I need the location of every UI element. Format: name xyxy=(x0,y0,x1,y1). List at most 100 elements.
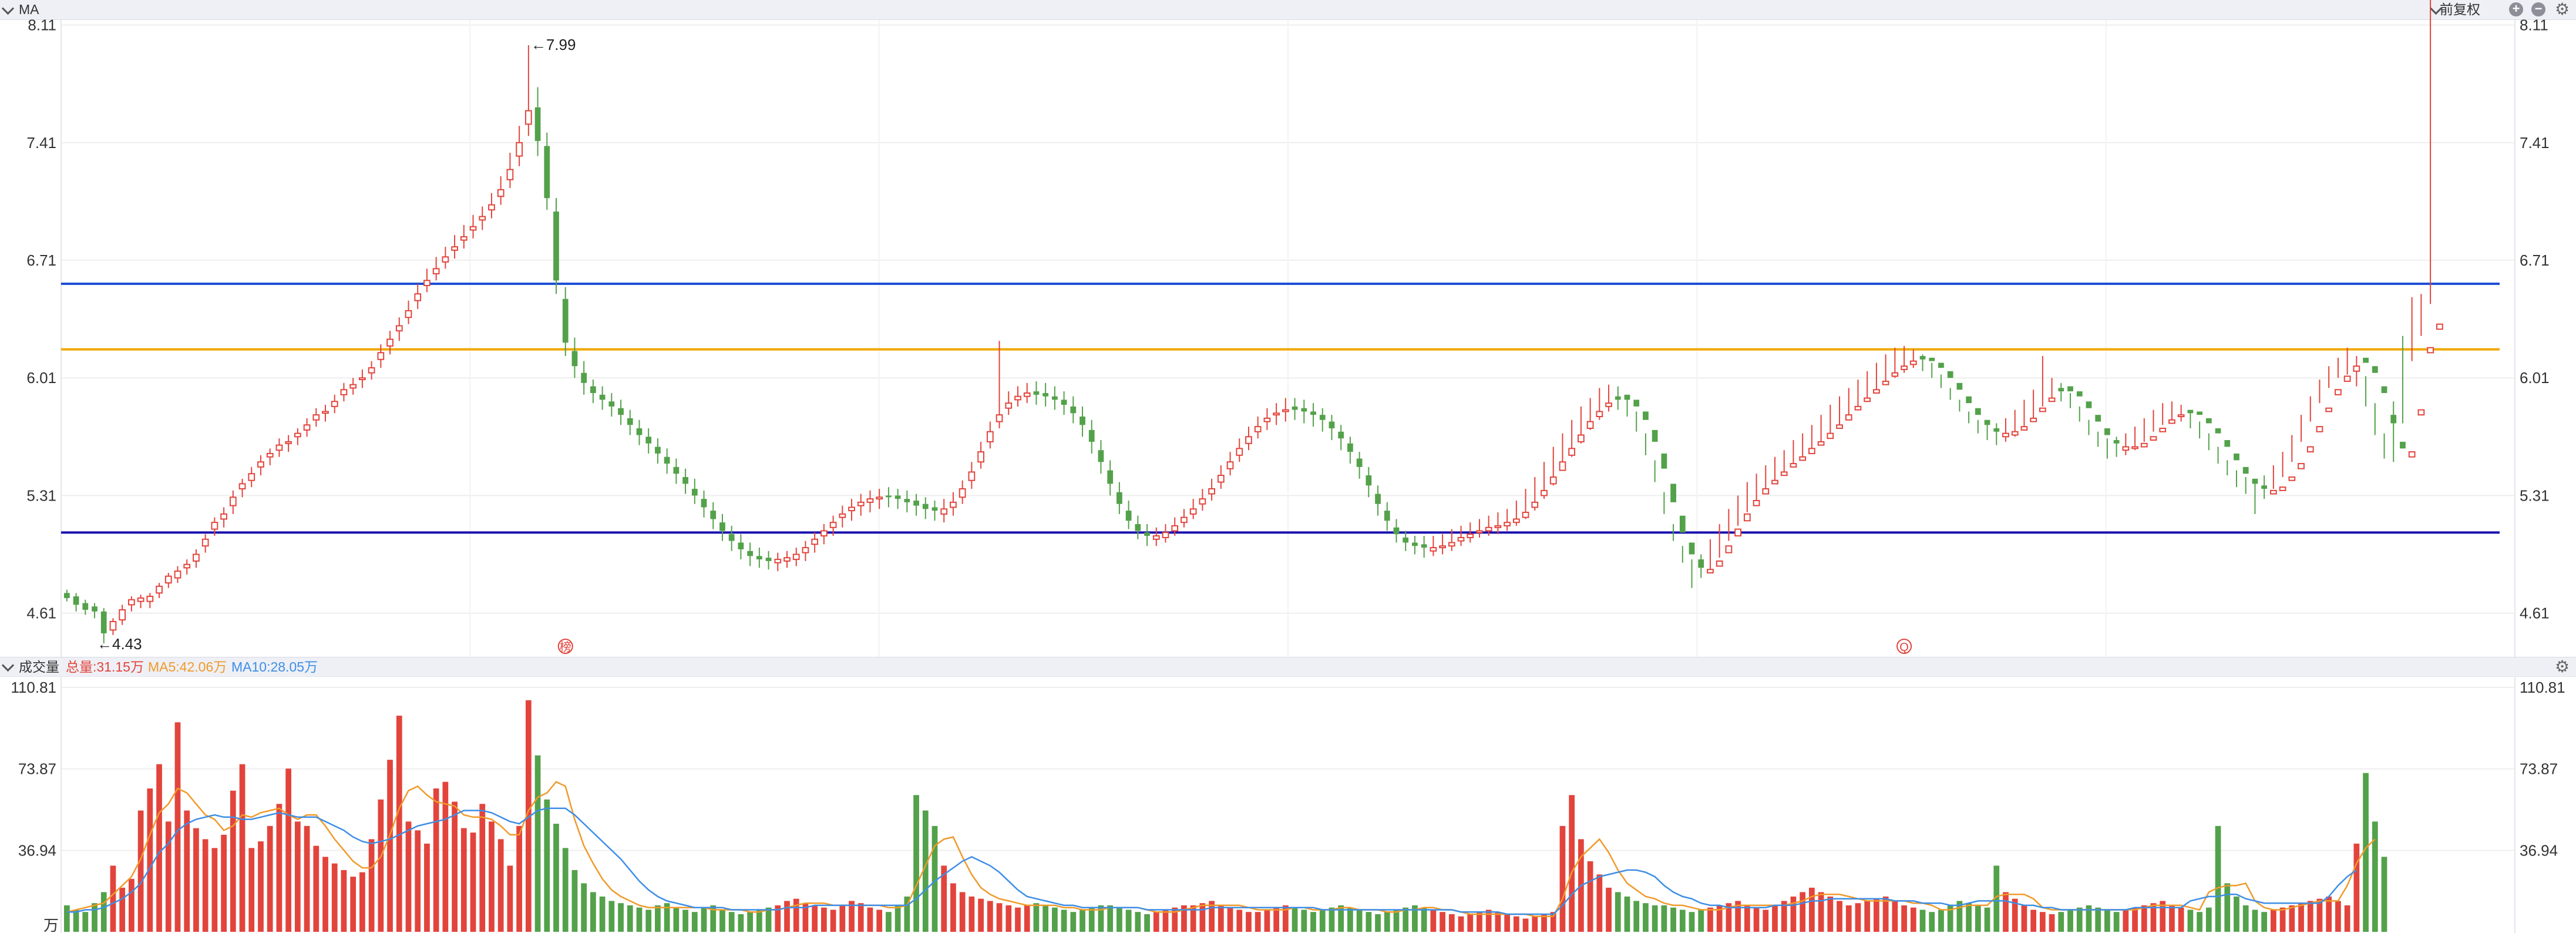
volume-bar[interactable] xyxy=(1338,905,1344,932)
volume-bar[interactable] xyxy=(1292,907,1298,932)
volume-bar[interactable] xyxy=(405,821,412,932)
volume-bar[interactable] xyxy=(1532,916,1538,932)
volume-bar[interactable] xyxy=(368,839,375,932)
volume-bar[interactable] xyxy=(2326,896,2332,932)
candle-body[interactable] xyxy=(2168,419,2175,424)
volume-bar[interactable] xyxy=(894,905,901,932)
candle-body[interactable] xyxy=(1882,380,1889,385)
candle-body[interactable] xyxy=(1282,409,1289,412)
candle-body[interactable] xyxy=(664,457,670,464)
candle-body[interactable] xyxy=(1273,412,1280,416)
candle-body[interactable] xyxy=(1568,448,1576,456)
volume-bar[interactable] xyxy=(793,898,799,932)
volume-bar[interactable] xyxy=(544,799,550,932)
candle-body[interactable] xyxy=(590,386,596,393)
volume-bar[interactable] xyxy=(931,825,938,932)
volume-bar[interactable] xyxy=(1310,912,1316,932)
candle-body[interactable] xyxy=(1181,516,1188,523)
candle-body[interactable] xyxy=(581,372,587,383)
candle-body[interactable] xyxy=(2048,397,2056,402)
candle-body[interactable] xyxy=(2427,347,2434,354)
candle-body[interactable] xyxy=(2076,391,2083,397)
volume-bar[interactable] xyxy=(1827,896,1834,932)
volume-bar[interactable] xyxy=(2012,898,2018,932)
volume-bar[interactable] xyxy=(627,905,633,932)
volume-bar[interactable] xyxy=(1624,896,1630,932)
volume-bar[interactable] xyxy=(1485,909,1492,932)
candle-body[interactable] xyxy=(2400,441,2406,449)
candle-body[interactable] xyxy=(164,575,172,584)
candle-body[interactable] xyxy=(792,553,800,561)
candle-body[interactable] xyxy=(1494,525,1502,528)
volume-bar[interactable] xyxy=(1679,909,1686,932)
volume-bar[interactable] xyxy=(2234,896,2239,932)
candle-body[interactable] xyxy=(1780,471,1788,476)
candle-body[interactable] xyxy=(1292,406,1298,410)
volume-bar[interactable] xyxy=(968,896,975,932)
candle-body[interactable] xyxy=(1162,532,1169,538)
candle-body[interactable] xyxy=(2353,365,2360,372)
volume-bar[interactable] xyxy=(1735,901,1741,932)
volume-bar[interactable] xyxy=(1615,892,1621,932)
candle-body[interactable] xyxy=(349,384,357,389)
volume-bar[interactable] xyxy=(165,821,171,932)
candle-body[interactable] xyxy=(876,496,883,500)
candle-body[interactable] xyxy=(174,570,181,579)
candle-body[interactable] xyxy=(2039,407,2046,412)
candle-body[interactable] xyxy=(1559,461,1566,471)
volume-bar[interactable] xyxy=(110,865,116,932)
candle-body[interactable] xyxy=(2150,436,2157,441)
volume-bar[interactable] xyxy=(978,898,984,932)
candle-body[interactable] xyxy=(950,501,957,508)
candle-body[interactable] xyxy=(1689,542,1695,555)
volume-bar[interactable] xyxy=(996,903,1003,932)
candle-body[interactable] xyxy=(848,506,855,512)
candle-body[interactable] xyxy=(183,563,191,569)
candle-body[interactable] xyxy=(996,414,1003,422)
volume-bar[interactable] xyxy=(1633,901,1640,932)
candle-body[interactable] xyxy=(1088,429,1095,442)
candle-body[interactable] xyxy=(1873,389,1880,394)
volume-bar[interactable] xyxy=(1495,912,1501,932)
gear-icon[interactable]: ⚙ xyxy=(2555,657,2570,676)
candle-body[interactable] xyxy=(2011,431,2019,436)
volume-bar[interactable] xyxy=(1375,914,1381,932)
candle-body[interactable] xyxy=(1947,371,1953,378)
candle-body[interactable] xyxy=(2095,415,2101,422)
volume-bar[interactable] xyxy=(442,781,449,932)
candle-body[interactable] xyxy=(1725,545,1733,553)
volume-bar[interactable] xyxy=(424,843,430,932)
volume-bar[interactable] xyxy=(1024,905,1030,932)
volume-bar[interactable] xyxy=(2316,898,2323,932)
volume-bar[interactable] xyxy=(812,905,818,932)
volume-bar[interactable] xyxy=(2279,907,2286,932)
candle-body[interactable] xyxy=(1485,526,1492,532)
volume-bar[interactable] xyxy=(1837,901,1842,932)
volume-bar[interactable] xyxy=(1209,901,1215,932)
volume-bar[interactable] xyxy=(1070,912,1077,932)
volume-bar[interactable] xyxy=(1356,909,1363,932)
volume-bar[interactable] xyxy=(1882,896,1889,932)
candle-body[interactable] xyxy=(275,444,283,451)
volume-bar[interactable] xyxy=(193,828,199,932)
volume-bar[interactable] xyxy=(2372,821,2378,932)
volume-bar[interactable] xyxy=(1596,874,1603,932)
candle-body[interactable] xyxy=(331,401,338,407)
volume-bar[interactable] xyxy=(73,909,79,932)
volume-bar[interactable] xyxy=(2261,912,2268,932)
volume-bar[interactable] xyxy=(1448,914,1455,932)
candle-body[interactable] xyxy=(1771,479,1778,485)
volume-bar[interactable] xyxy=(1273,907,1280,932)
candle-body[interactable] xyxy=(1347,443,1353,452)
volume-bar[interactable] xyxy=(922,810,929,932)
volume-bar[interactable] xyxy=(1818,892,1824,932)
volume-bar[interactable] xyxy=(378,799,384,932)
candle-body[interactable] xyxy=(2067,386,2073,392)
candle-body[interactable] xyxy=(1412,542,1418,546)
candle-body[interactable] xyxy=(1310,411,1316,415)
candle-body[interactable] xyxy=(1023,392,1031,397)
candle-body[interactable] xyxy=(229,496,237,506)
candle-body[interactable] xyxy=(534,107,541,141)
volume-bar[interactable] xyxy=(941,865,947,932)
candle-body[interactable] xyxy=(1254,426,1262,432)
